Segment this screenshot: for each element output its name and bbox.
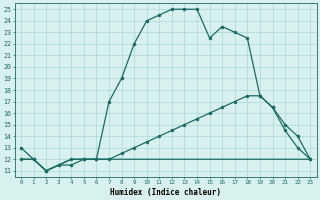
X-axis label: Humidex (Indice chaleur): Humidex (Indice chaleur) [110, 188, 221, 197]
